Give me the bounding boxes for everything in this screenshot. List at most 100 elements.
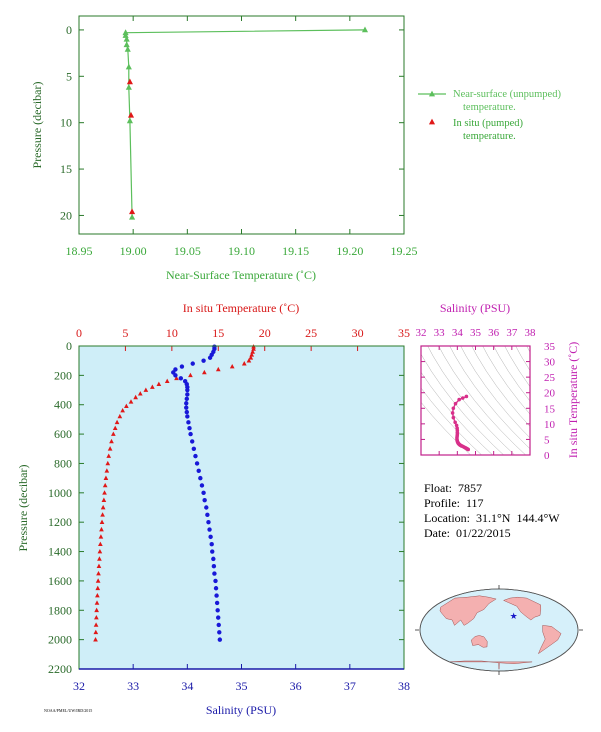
ts-y-tick-label: 30 [544, 357, 556, 369]
temperature-point [156, 381, 162, 386]
float-info-panel: Float: 7857 Profile: 117 Location: 31.1°… [424, 481, 560, 541]
temperature-point [96, 563, 102, 569]
salinity-point [205, 512, 210, 518]
temperature-point [107, 446, 113, 451]
profile-bottom-tick-label: 35 [236, 679, 248, 693]
temperature-point [102, 490, 107, 495]
salinity-point [207, 355, 213, 360]
legend-in-situ-label-line1: In situ (pumped) [453, 118, 523, 129]
near-surface-point [125, 63, 132, 70]
salinity-point [216, 622, 221, 628]
ts-x-tick-label: 34 [452, 327, 464, 339]
profile-bottom-tick-label: 33 [127, 679, 139, 693]
salinity-point [213, 586, 219, 591]
temperature-point [96, 570, 101, 576]
profile-top-tick-label: 30 [352, 326, 364, 340]
salinity-point [191, 446, 197, 451]
profile-bottom-tick-label: 37 [344, 679, 356, 693]
near-surface-point [129, 213, 136, 220]
ts-point [460, 396, 465, 400]
ts-x-tick-label: 38 [525, 327, 537, 339]
profile-y-tick-label: 600 [54, 427, 72, 441]
temperature-point [249, 352, 255, 357]
ts-y-tick-label: 0 [544, 450, 550, 462]
salinity-point [206, 519, 211, 525]
temperature-point [251, 346, 256, 351]
ts-plot-background [421, 346, 530, 455]
temperature-point [174, 375, 179, 381]
profile-chart: 0200400600800100012001400160018002000220… [16, 301, 410, 717]
temperature-point [93, 637, 98, 642]
salinity-point [184, 396, 189, 402]
profile-plot-background [79, 346, 404, 669]
profile-series-layer [93, 344, 256, 642]
ts-y-tick-label: 35 [544, 341, 556, 353]
top-x-tick-label: 18.95 [66, 244, 93, 258]
ts-x-axis-label: Salinity (PSU) [440, 301, 510, 315]
temperature-point [93, 622, 99, 627]
temperature-point [94, 615, 99, 620]
salinity-point [190, 439, 195, 444]
in-situ-point [127, 111, 135, 118]
ts-x-tick-label: 37 [506, 327, 518, 339]
float-id: Float: 7857 [424, 481, 483, 495]
profile-bottom-tick-label: 38 [398, 679, 410, 693]
legend-near-surface-label: Near-surface (unpumped) temperature. [453, 89, 561, 113]
salinity-point [209, 542, 214, 547]
profile-y-tick-label: 400 [54, 398, 72, 412]
top-series-layer [122, 26, 369, 220]
ts-contour-line [460, 346, 530, 439]
top-x-tick-label: 19.25 [391, 244, 418, 258]
salinity-point [178, 376, 184, 381]
legend-near-surface-label-line2: temperature. [463, 102, 516, 113]
temperature-point [100, 504, 106, 510]
temperature-point [124, 403, 129, 409]
profile-top-tick-label: 35 [398, 326, 410, 340]
temperature-point [94, 600, 100, 605]
temperature-point [229, 363, 235, 369]
near-surface-series-line [125, 29, 366, 218]
ts-y-tick-label: 15 [544, 403, 556, 415]
ts-contour-line [471, 346, 530, 427]
map-land [439, 595, 562, 670]
profile-top-tick-label: 5 [122, 326, 128, 340]
profile-bottom-tick-label: 32 [73, 679, 85, 693]
profile-y-axis-label: Pressure (decibar) [16, 465, 30, 552]
top-x-tick-label: 19.20 [336, 244, 363, 258]
credit-text: NOAA/PMEL/UW/IRD/2015 [44, 708, 93, 713]
ts-contour-line [427, 346, 515, 455]
temperature-point [114, 419, 120, 425]
salinity-point [179, 364, 185, 369]
top-axis-ticks: 18.95 19.00 19.05 19.10 19.15 19.20 19.25 0 5 10 1… [60, 16, 418, 258]
salinity-point [199, 483, 205, 488]
ts-y-tick-label: 25 [544, 372, 556, 384]
map-landmass [439, 595, 497, 626]
map-landmass [471, 635, 488, 648]
salinity-point [188, 431, 193, 437]
profile-y-tick-label: 800 [54, 456, 72, 470]
temperature-point [250, 349, 255, 354]
ts-point [453, 401, 458, 406]
salinity-point [196, 468, 201, 473]
profile-bottom-axis-label: Salinity (PSU) [206, 703, 276, 717]
profile-y-tick-label: 0 [66, 339, 72, 353]
temperature-point [111, 431, 116, 436]
near-surface-point [123, 41, 130, 48]
map-landmass [537, 625, 562, 655]
salinity-point [217, 637, 223, 642]
temperature-point [100, 512, 105, 517]
temperature-point [103, 475, 109, 480]
profile-top-tick-label: 15 [212, 326, 224, 340]
profile-y-tick-label: 1600 [48, 574, 72, 588]
map-landmass [502, 596, 542, 621]
temperature-point [101, 497, 107, 502]
temperature-point [241, 361, 247, 366]
salinity-point [186, 420, 191, 425]
temperature-point [248, 355, 254, 360]
temperature-point [109, 438, 114, 444]
profile-top-tick-label: 20 [259, 326, 271, 340]
salinity-point [187, 426, 192, 431]
temperature-point [133, 394, 138, 400]
near-surface-point [124, 45, 131, 52]
